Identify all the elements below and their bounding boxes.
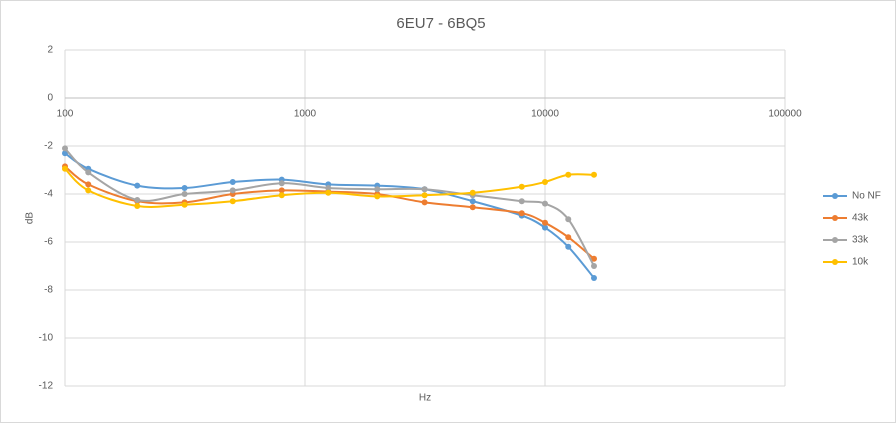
data-point — [469, 189, 476, 196]
data-point — [278, 187, 285, 194]
data-point — [518, 210, 525, 217]
legend-marker — [832, 193, 838, 199]
data-point — [542, 224, 548, 231]
x-tick-label: 100 — [57, 109, 74, 120]
data-point — [229, 179, 236, 185]
legend-label: 10k — [852, 257, 869, 268]
y-tick-label: 2 — [47, 45, 53, 56]
data-point — [542, 179, 548, 185]
data-point — [62, 165, 68, 172]
data-point — [542, 200, 548, 207]
data-point — [374, 193, 381, 200]
data-point — [181, 201, 188, 208]
data-point — [85, 181, 92, 188]
legend-marker — [832, 237, 838, 243]
data-point — [421, 192, 428, 199]
y-axis-label: dB — [25, 212, 36, 225]
legend-marker — [832, 259, 838, 265]
x-tick-label: 100000 — [768, 109, 802, 120]
data-point — [181, 191, 188, 197]
legend-label: No NF — [852, 191, 881, 202]
data-point — [85, 169, 92, 176]
data-point — [85, 187, 92, 194]
data-point — [565, 171, 572, 178]
data-point — [590, 171, 597, 178]
data-point — [374, 186, 381, 193]
y-tick-label: -6 — [44, 237, 53, 248]
data-point — [469, 204, 476, 211]
y-tick-label: -10 — [39, 333, 54, 344]
data-point — [278, 180, 285, 187]
data-point — [565, 216, 572, 223]
legend-label: 33k — [852, 235, 869, 246]
data-point — [590, 275, 597, 281]
data-point — [542, 219, 548, 226]
data-point — [421, 199, 428, 206]
data-point — [565, 234, 572, 241]
data-point — [62, 150, 68, 157]
chart-title: 6EU7 - 6BQ5 — [396, 15, 485, 32]
y-tick-label: 0 — [47, 93, 53, 104]
data-point — [62, 145, 68, 152]
data-point — [229, 198, 236, 205]
data-point — [518, 183, 525, 190]
data-point — [278, 192, 285, 199]
legend-label: 43k — [852, 213, 869, 224]
data-point — [134, 203, 141, 209]
x-tick-label: 10000 — [531, 109, 559, 120]
y-tick-label: -8 — [44, 285, 53, 296]
x-axis-label: Hz — [419, 393, 431, 404]
data-point — [325, 185, 332, 191]
legend-marker — [832, 215, 838, 221]
x-tick-label: 1000 — [294, 109, 317, 120]
data-point — [134, 197, 141, 203]
data-point — [565, 243, 572, 250]
data-point — [325, 189, 332, 196]
data-point — [518, 198, 525, 205]
data-point — [421, 186, 428, 193]
data-point — [469, 198, 476, 205]
y-tick-label: -12 — [39, 381, 54, 392]
data-point — [229, 187, 236, 194]
y-tick-label: -4 — [44, 189, 53, 200]
data-point — [590, 255, 597, 262]
data-point — [181, 185, 188, 191]
y-tick-label: -2 — [44, 141, 53, 152]
data-point — [590, 263, 597, 269]
data-point — [134, 182, 141, 189]
